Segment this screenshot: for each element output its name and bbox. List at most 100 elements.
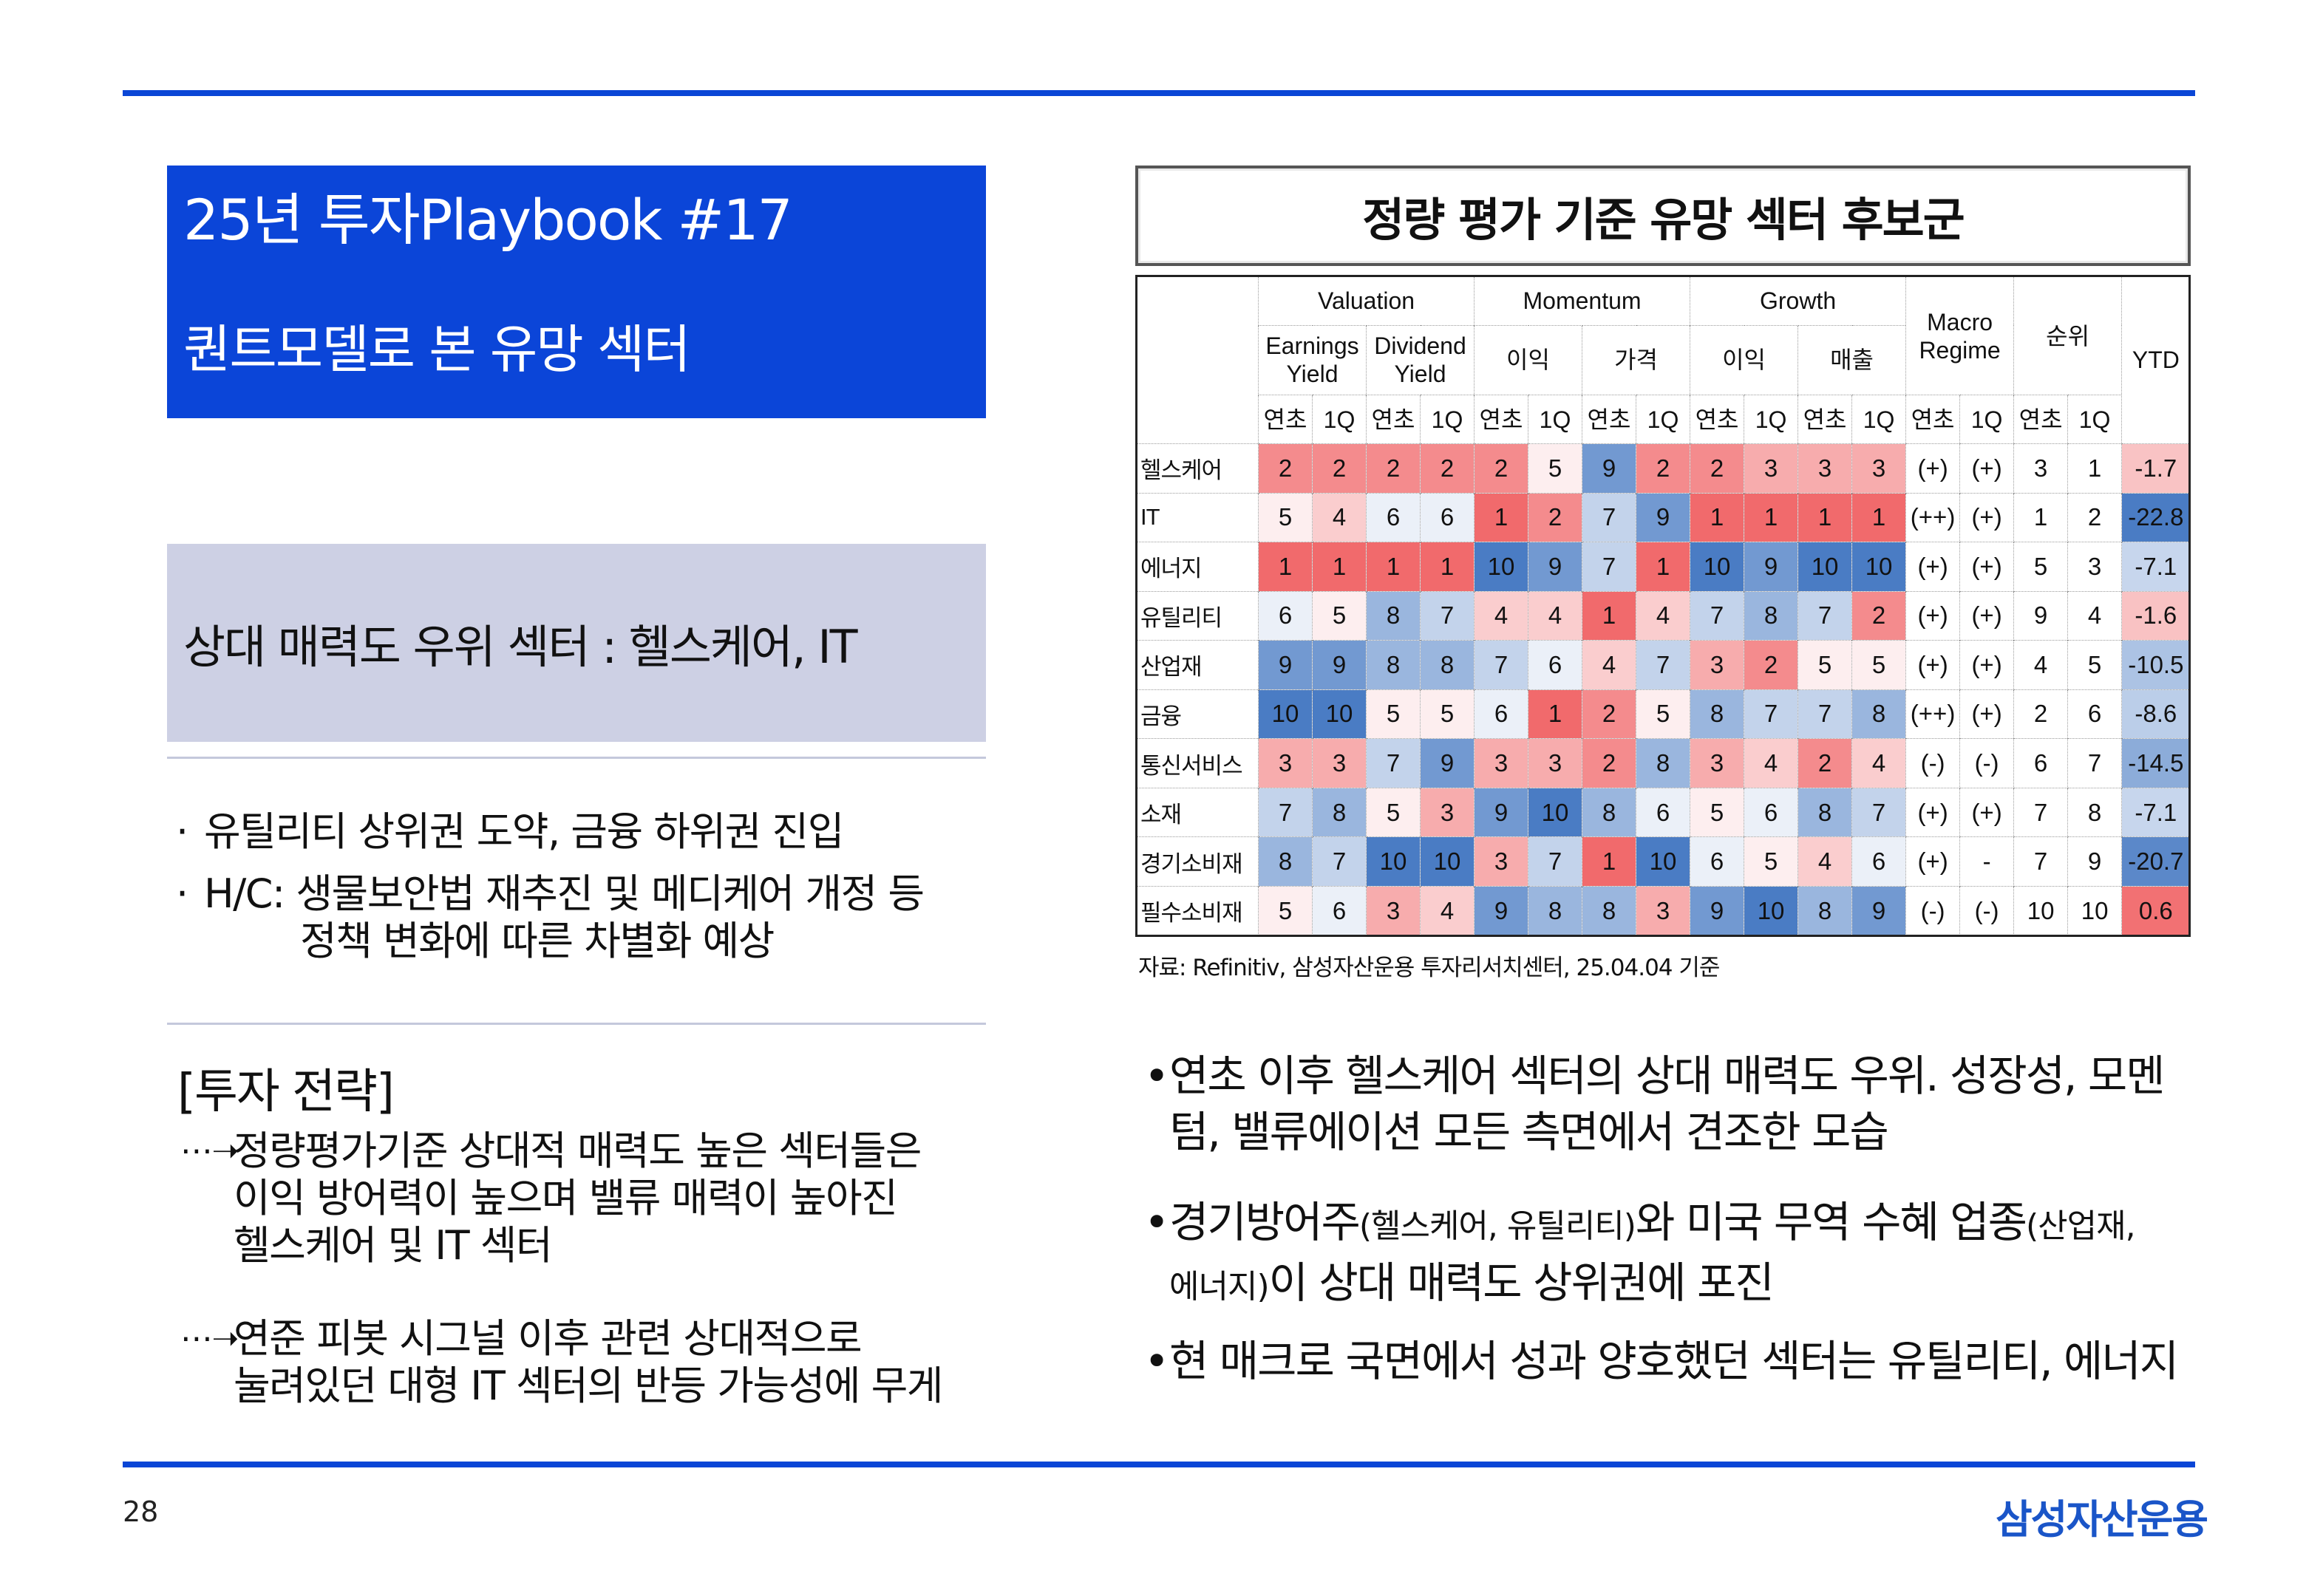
strategy-line: 정량평가기준 상대적 매력도 높은 섹터들은: [234, 1128, 922, 1174]
strategy-title: [투자 전략]: [177, 1065, 395, 1119]
ytd-cell: -1.6: [2121, 590, 2190, 641]
macro-cell: (+): [1959, 590, 2014, 641]
table-row: 소재 7 8 5 3 9 10 8 6 5 6 8 7 (+) (+) 7 8 -7.1: [1137, 787, 2190, 837]
score-cell: 7: [1851, 787, 1906, 837]
strategy-line: 헬스케어 및 IT 섹터: [234, 1222, 553, 1269]
period-header: 1Q: [1635, 395, 1690, 444]
score-cell: 7: [1312, 836, 1367, 887]
macro-cell: (+): [1905, 787, 1960, 837]
score-cell: 8: [1312, 787, 1367, 837]
score-cell: 10: [1312, 689, 1367, 739]
score-cell: 5: [1420, 689, 1475, 739]
score-cell: 10: [1690, 542, 1744, 592]
score-cell: 10: [1366, 836, 1421, 887]
rank-cell: 3: [2013, 443, 2068, 493]
score-cell: 10: [1474, 542, 1528, 592]
score-cell: 7: [1582, 492, 1636, 542]
sector-label: 산업재: [1137, 640, 1259, 690]
score-cell: 7: [1797, 689, 1852, 739]
score-cell: 6: [1528, 640, 1582, 690]
score-cell: 7: [1528, 836, 1582, 887]
period-header: 연초: [1258, 395, 1313, 444]
score-cell: 8: [1582, 885, 1636, 935]
score-cell: 5: [1797, 640, 1852, 690]
macro-cell: (+): [1959, 640, 2014, 690]
period-header: 1Q: [1420, 395, 1475, 444]
score-cell: 7: [1474, 640, 1528, 690]
bullet-text: 경기방어주: [1169, 1197, 1361, 1247]
macro-cell: (+): [1905, 542, 1960, 592]
subgroup-header: 이익: [1474, 324, 1582, 395]
score-cell: 5: [1635, 689, 1690, 739]
score-cell: 10: [1851, 542, 1906, 592]
right-bullet-2: •경기방어주(헬스케어, 유틸리티)와 미국 무역 수혜 업종(산업재, 에너지…: [1144, 1194, 2136, 1315]
score-cell: 5: [1851, 640, 1906, 690]
bullet-text-small: (산업재,: [2025, 1207, 2136, 1245]
macro-cell: (+): [1959, 689, 2014, 739]
subgroup-label: Yield: [1286, 361, 1339, 388]
company-logo: 삼성자산운용: [1996, 1496, 2208, 1543]
macro-cell: (+): [1905, 590, 1960, 641]
bullet-dot: •: [1144, 1336, 1169, 1386]
score-cell: 10: [1420, 836, 1475, 887]
highlight-panel: 상대 매력도 우위 섹터 : 헬스케어, IT: [167, 544, 986, 742]
score-cell: 5: [1690, 787, 1744, 837]
sector-label: 헬스케어: [1137, 443, 1259, 493]
macro-cell: (+): [1905, 443, 1960, 493]
bullet-text: 유틸리티 상위권 도약, 금융 하위권 진입: [204, 808, 844, 855]
subgroup-header: Dividend Yield: [1366, 324, 1475, 395]
macro-cell: (-): [1959, 738, 2014, 788]
subgroup-label: Yield: [1394, 361, 1446, 388]
table-row: IT 5 4 6 6 1 2 7 9 1 1 1 1 (++) (+) 1 2 -22.8: [1137, 492, 2190, 542]
score-cell: 1: [1851, 492, 1906, 542]
score-cell: 3: [1635, 885, 1690, 935]
group-header: Momentum: [1473, 276, 1690, 326]
score-cell: 3: [1744, 443, 1798, 493]
left-bullet-2: · H/C: 생물보안법 재추진 및 메디케어 개정 등 정책 변화에 따른 차별…: [176, 870, 925, 965]
score-cell: 10: [1528, 787, 1582, 837]
score-cell: 3: [1366, 885, 1421, 935]
sector-score-table: Valuation Momentum Growth Macro Regime 순위 YTD E…: [1137, 276, 2190, 935]
bullet-text: 연초 이후 헬스케어 섹터의 상대 매력도 우위. 성장성, 모멘: [1169, 1051, 2166, 1101]
rank-cell: 4: [2013, 640, 2068, 690]
macro-cell: (+): [1959, 542, 2014, 592]
macro-cell: (+): [1905, 640, 1960, 690]
score-cell: 3: [1797, 443, 1852, 493]
score-cell: 8: [1797, 885, 1852, 935]
rank-cell: 7: [2067, 738, 2122, 788]
subgroup-label: Earnings: [1265, 332, 1359, 360]
score-cell: 6: [1635, 787, 1690, 837]
score-cell: 1: [1582, 590, 1636, 641]
score-cell: 7: [1258, 787, 1313, 837]
score-cell: 7: [1366, 738, 1421, 788]
rank-cell: 3: [2067, 542, 2122, 592]
strategy-item-2: ⋯➝ 연준 피봇 시그널 이후 관련 상대적으로 눌려있던 대형 IT 섹터의 …: [180, 1315, 943, 1410]
ytd-cell: -7.1: [2121, 787, 2190, 837]
score-cell: 1: [1366, 542, 1421, 592]
rank-cell: 7: [2013, 787, 2068, 837]
score-cell: 2: [1420, 443, 1475, 493]
bullet-text-cont: 정책 변화에 따른 차별화 예상: [300, 918, 775, 964]
score-cell: 7: [1582, 542, 1636, 592]
rank-cell: 9: [2067, 836, 2122, 887]
rank-cell: 1: [2013, 492, 2068, 542]
rank-cell: 8: [2067, 787, 2122, 837]
score-cell: 2: [1258, 443, 1313, 493]
table-row: 유틸리티 6 5 8 7 4 4 1 4 7 8 7 2 (+) (+) 9 4 -1.6: [1137, 590, 2190, 641]
macro-cell: (-): [1959, 885, 2014, 935]
table-row: 산업재 9 9 8 8 7 6 4 7 3 2 5 5 (+) (+) 4 5 -10.5: [1137, 640, 2190, 690]
score-cell: 8: [1690, 689, 1744, 739]
table-source: 자료: Refinitiv, 삼성자산운용 투자리서치센터, 25.04.04 …: [1138, 955, 1720, 981]
arrow-icon: ⋯➝: [180, 1320, 239, 1357]
score-cell: 8: [1528, 885, 1582, 935]
bottom-rule: [123, 1462, 2195, 1467]
subgroup-header: Earnings Yield: [1258, 324, 1367, 395]
table-row: 헬스케어 2 2 2 2 2 5 9 2 2 3 3 3 (+) (+) 3 1 -1.7: [1137, 443, 2190, 493]
score-cell: 3: [1690, 640, 1744, 690]
highlight-text: 상대 매력도 우위 섹터 : 헬스케어, IT: [183, 620, 858, 674]
bullet-text: 현 매크로 국면에서 성과 양호했던 섹터는 유틸리티, 에너지: [1169, 1336, 2179, 1386]
score-cell: 2: [1366, 443, 1421, 493]
score-cell: 4: [1420, 885, 1475, 935]
score-cell: 3: [1474, 738, 1528, 788]
period-header: 연초: [1905, 395, 1960, 444]
